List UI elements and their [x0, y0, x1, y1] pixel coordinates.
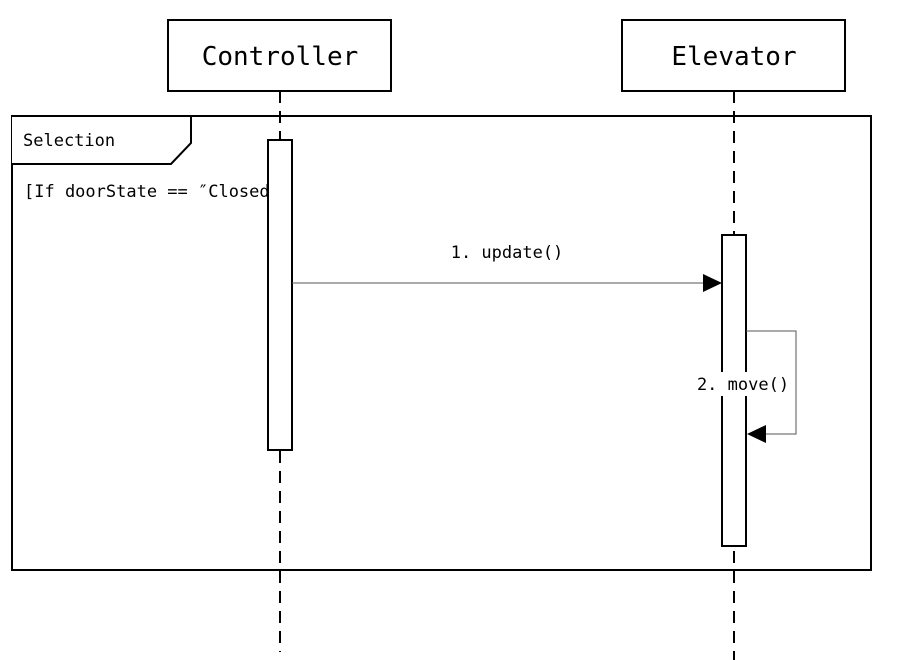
participant-controller: Controller [167, 19, 392, 92]
message-label-background [694, 372, 792, 396]
message-update: 1. update() [292, 243, 722, 292]
fragment-guard: [If doorState == ″Closed″] [24, 182, 290, 202]
self-message-line [746, 330, 797, 435]
message-label: 2. move() [697, 375, 789, 395]
participant-label: Controller [202, 42, 359, 72]
participant-label: Elevator [671, 42, 796, 72]
arrowhead-icon [703, 274, 722, 292]
participant-elevator: Elevator [621, 19, 846, 92]
participant-box [621, 19, 846, 92]
fragment-kind-label: Selection [23, 131, 115, 151]
message-label: 1. update() [451, 243, 564, 263]
participant-box [167, 19, 392, 92]
fragment-frame [11, 115, 872, 571]
message-move: 2. move() [694, 330, 797, 443]
fragment-tab [12, 115, 192, 165]
arrowhead-icon [747, 425, 766, 443]
controller-activation-bar [267, 139, 293, 451]
